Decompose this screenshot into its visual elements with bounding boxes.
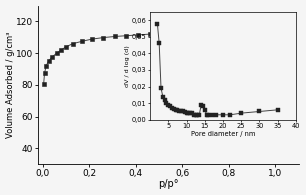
X-axis label: p/p°: p/p°	[158, 179, 179, 190]
Y-axis label: Volume Adsorbed / g/cm³: Volume Adsorbed / g/cm³	[6, 32, 15, 138]
